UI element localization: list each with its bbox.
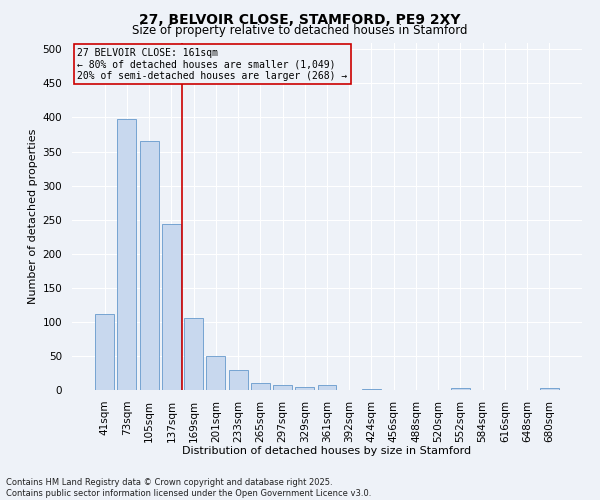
Bar (95, 314, 114, 390)
Bar (229, 370, 248, 390)
Text: 27 BELVOIR CLOSE: 161sqm
← 80% of detached houses are smaller (1,049)
20% of sem: 27 BELVOIR CLOSE: 161sqm ← 80% of detach… (77, 48, 347, 81)
Bar (251, 383, 270, 390)
Bar (451, 388, 470, 390)
Bar (162, 224, 181, 390)
Text: 27, BELVOIR CLOSE, STAMFORD, PE9 2XY: 27, BELVOIR CLOSE, STAMFORD, PE9 2XY (139, 12, 461, 26)
Text: Size of property relative to detached houses in Stamford: Size of property relative to detached ho… (132, 24, 468, 37)
Bar (184, 318, 203, 390)
Bar (206, 356, 225, 390)
Bar (118, 120, 136, 390)
Text: Contains HM Land Registry data © Crown copyright and database right 2025.
Contai: Contains HM Land Registry data © Crown c… (6, 478, 371, 498)
Bar (295, 388, 314, 390)
Bar (140, 142, 158, 390)
Bar (317, 385, 337, 390)
Bar (540, 388, 559, 390)
Y-axis label: Number of detached properties: Number of detached properties (28, 128, 38, 304)
Bar (362, 388, 381, 390)
Bar (273, 385, 292, 390)
X-axis label: Distribution of detached houses by size in Stamford: Distribution of detached houses by size … (182, 446, 472, 456)
